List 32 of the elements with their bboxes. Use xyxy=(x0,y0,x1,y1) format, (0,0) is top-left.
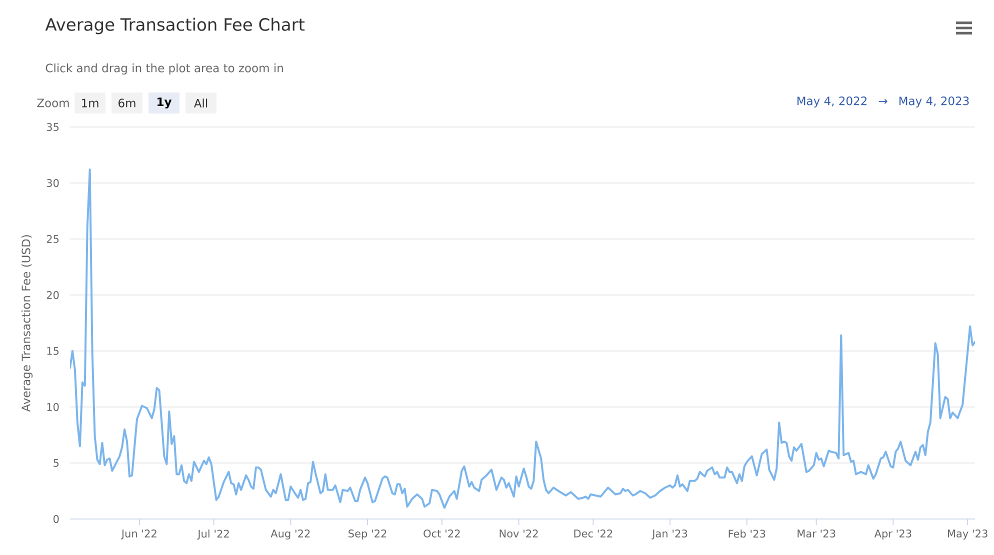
y-tick-label: 15 xyxy=(47,347,59,355)
text: 1y xyxy=(158,98,172,108)
x-tick-label: Nov '22 xyxy=(500,530,538,538)
x-tick-label: Apr '23 xyxy=(874,530,912,540)
y-tick-label: 5 xyxy=(54,459,59,467)
text: May 4, 2022 xyxy=(797,96,867,108)
x-tick-label: Feb '23 xyxy=(728,530,766,538)
text: All xyxy=(194,98,208,108)
y-tick-label: 35 xyxy=(46,123,59,131)
x-tick-label: Jun '22 xyxy=(120,530,156,540)
x-tick-label: Jan '23 xyxy=(652,530,688,540)
line-series xyxy=(70,168,976,509)
y-tick-label: 10 xyxy=(47,403,59,411)
y-axis-title: Average Transaction Fee (USD) xyxy=(21,235,33,412)
x-tick-label: Sep '22 xyxy=(348,530,386,540)
text: Zoom xyxy=(37,98,69,108)
text: Click and drag in the plot area to zoom in xyxy=(46,63,283,75)
y-tick-label: 25 xyxy=(46,235,59,243)
text: 1m xyxy=(82,98,98,108)
y-tick-label: 30 xyxy=(46,179,59,187)
x-tick-label: Jul '22 xyxy=(197,530,229,540)
text: 6m xyxy=(118,98,136,108)
x-tick-label: Aug '22 xyxy=(270,530,310,540)
text: May 4, 2023 xyxy=(899,96,969,108)
x-tick-label: May '23 xyxy=(948,530,988,540)
x-tick-label: Oct '22 xyxy=(424,530,460,538)
x-tick-label: Dec '22 xyxy=(574,530,612,538)
y-tick-label: 20 xyxy=(46,291,59,299)
y-tick-label: 0 xyxy=(53,515,59,523)
chart-title: Average Transaction Fee Chart xyxy=(45,18,305,34)
x-tick-label: Mar '23 xyxy=(798,530,836,538)
text: → xyxy=(878,98,888,104)
